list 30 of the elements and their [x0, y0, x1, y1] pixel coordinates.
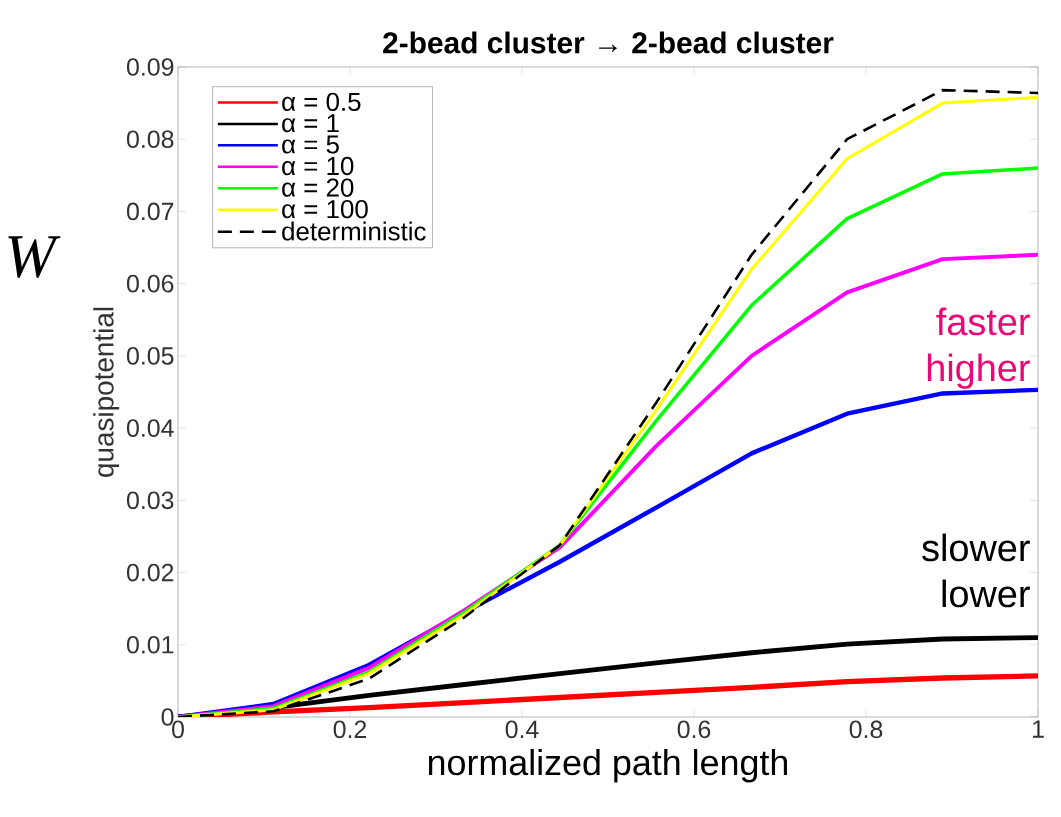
y-tick-label: 0.06 [126, 274, 174, 293]
y-tick-label: 0 [161, 708, 174, 726]
legend-label: α = 100 [282, 199, 368, 219]
y-tick-label: 0.07 [126, 202, 174, 221]
legend-label: α = 5 [282, 135, 339, 154]
annotation: slower [922, 533, 1030, 562]
chart-title: 2-bead cluster → 2-bead cluster [383, 31, 834, 54]
y-tick-label: 0.05 [126, 347, 174, 365]
x-tick-label: 0.2 [333, 720, 367, 739]
y-tick-label: 0.03 [126, 491, 174, 510]
legend-label: deterministic [282, 221, 426, 241]
y-tick-label: 0.08 [126, 130, 174, 149]
annotation: faster [936, 307, 1030, 336]
x-tick-label: 0.4 [505, 720, 539, 739]
y-tick-label: 0.04 [126, 419, 174, 437]
x-axis-title: normalized path length [428, 749, 788, 783]
text: W [8, 236, 61, 278]
y-axis-title: quasipotential [93, 307, 120, 477]
legend-label: α = 20 [282, 178, 354, 197]
annotation: lower [942, 579, 1030, 608]
legend-label: α = 1 [282, 114, 339, 133]
y-tick-label: 0.02 [126, 563, 174, 582]
y-tick-label: 0.09 [126, 58, 174, 76]
legend-label: α = 0.5 [282, 92, 361, 112]
y-tick-label: 0.01 [126, 635, 174, 654]
legend-label: α = 10 [282, 156, 354, 176]
annotation: higher [927, 353, 1030, 389]
x-tick-label: 0.6 [677, 720, 711, 739]
x-tick-label: 1 [1032, 720, 1044, 738]
x-tick-label: 0.8 [849, 720, 883, 739]
